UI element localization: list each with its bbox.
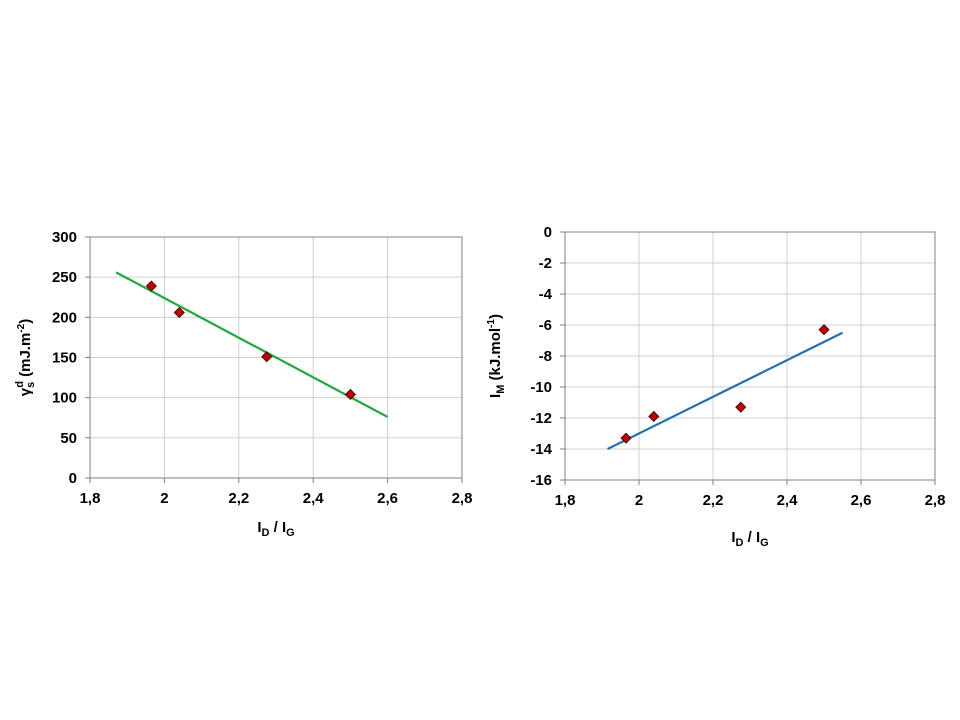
y-tick-label: 200 xyxy=(52,309,77,326)
data-point xyxy=(261,351,273,363)
x-tick-label: 2,6 xyxy=(377,490,398,507)
data-point xyxy=(344,388,356,401)
x-tick-label: 2 xyxy=(160,490,168,507)
y-tick-label: -10 xyxy=(530,379,552,396)
y-tick-label: -6 xyxy=(539,317,552,334)
y-tick-label: -12 xyxy=(530,410,552,427)
y-tick-label: 250 xyxy=(52,269,77,286)
x-axis-label: ID / IG xyxy=(257,519,294,539)
y-tick-label: -2 xyxy=(539,255,552,272)
x-tick-label: 2,4 xyxy=(303,490,325,507)
trendline xyxy=(115,271,389,418)
y-tick-label: 0 xyxy=(69,470,77,487)
data-point xyxy=(818,324,830,336)
x-tick-label: 2,6 xyxy=(851,492,872,509)
data-point xyxy=(648,410,660,423)
y-tick-label: 300 xyxy=(52,229,77,246)
y-tick-label: -8 xyxy=(539,348,552,365)
x-tick-label: 2,8 xyxy=(925,492,946,509)
chart-left: 1,8 2 2,2 2,4 2,6 2,8 0 50 100 150 200 250 300 ID / I… xyxy=(14,229,472,539)
x-tick-label: 2,4 xyxy=(777,492,799,509)
y-axis-label: IM (kJ.mol-1) xyxy=(486,314,507,398)
x-tick-label: 2 xyxy=(635,492,643,509)
y-tick-label: 50 xyxy=(60,430,77,447)
data-point xyxy=(620,432,632,444)
y-tick-label: 150 xyxy=(52,350,77,367)
data-point xyxy=(145,280,157,292)
y-axis-label: γsd (mJ.m-2) xyxy=(14,319,37,396)
data-point xyxy=(735,401,747,413)
x-tick-label: 1,8 xyxy=(80,490,101,507)
x-axis-label: ID / IG xyxy=(731,529,768,549)
x-tick-label: 2,8 xyxy=(452,490,473,507)
y-tick-label: 0 xyxy=(544,224,552,241)
data-point xyxy=(173,306,185,319)
chart-right: 1,8 2 2,2 2,4 2,6 2,8 -16 -14 -12 -10 -8 -6 -4 -2 0 ID … xyxy=(486,224,945,549)
y-tick-label: -16 xyxy=(530,472,552,489)
x-tick-label: 2,2 xyxy=(228,490,249,507)
y-tick-label: -14 xyxy=(530,441,552,458)
y-tick-label: 100 xyxy=(52,390,77,407)
y-tick-label: -4 xyxy=(539,286,553,303)
trendline xyxy=(607,331,843,450)
x-tick-label: 2,2 xyxy=(703,492,724,509)
x-tick-label: 1,8 xyxy=(555,492,576,509)
